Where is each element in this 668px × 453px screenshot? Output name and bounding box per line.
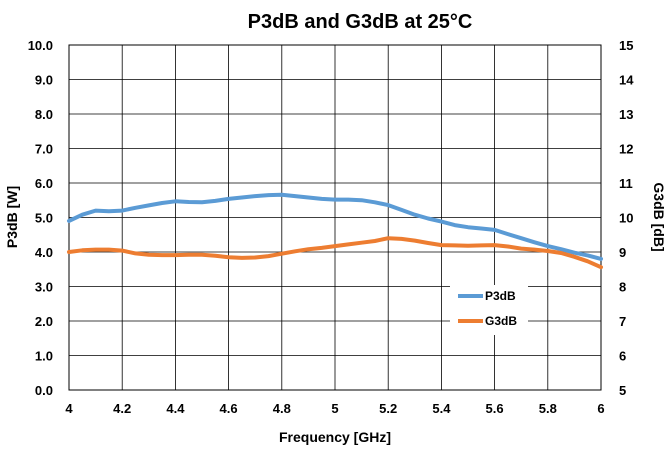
x-tick-label: 4.6 <box>220 401 238 416</box>
x-tick-label: 4.2 <box>113 401 131 416</box>
y-left-tick-label: 9.0 <box>35 73 53 88</box>
y-left-axis-ticks: 0.0 1.0 2.0 3.0 4.0 5.0 6.0 7.0 8.0 9.0 10.0 <box>28 38 53 398</box>
x-tick-label: 5.2 <box>379 401 397 416</box>
y-left-tick-label: 0.0 <box>35 383 53 398</box>
x-tick-label: 5 <box>331 401 338 416</box>
x-axis-ticks: 4 4.2 4.4 4.6 4.8 5 5.2 5.4 5.6 5.8 6 <box>65 401 604 416</box>
y-right-tick-label: 6 <box>619 349 626 364</box>
y-right-tick-label: 14 <box>619 73 634 88</box>
y-left-tick-label: 10.0 <box>28 38 53 53</box>
x-tick-label: 4 <box>65 401 73 416</box>
x-tick-label: 5.8 <box>539 401 557 416</box>
y-left-tick-label: 3.0 <box>35 280 53 295</box>
legend-label-p3db: P3dB <box>485 289 516 303</box>
x-tick-label: 5.6 <box>486 401 504 416</box>
y-left-tick-label: 6.0 <box>35 176 53 191</box>
y-left-tick-label: 2.0 <box>35 314 53 329</box>
x-tick-label: 6 <box>597 401 604 416</box>
y-right-tick-label: 15 <box>619 38 633 53</box>
y-right-tick-label: 12 <box>619 142 633 157</box>
chart-title: P3dB and G3dB at 25°C <box>248 11 473 33</box>
y-right-tick-label: 7 <box>619 314 626 329</box>
grid <box>68 44 602 391</box>
y-left-tick-label: 7.0 <box>35 142 53 157</box>
y-right-tick-label: 11 <box>619 176 633 191</box>
x-axis-label: Frequency [GHz] <box>279 429 391 445</box>
y-right-tick-label: 10 <box>619 211 633 226</box>
y-left-tick-label: 1.0 <box>35 349 53 364</box>
legend: P3dB G3dB <box>450 285 528 335</box>
y-left-tick-label: 8.0 <box>35 107 53 122</box>
legend-label-g3db: G3dB <box>485 314 517 328</box>
legend-box <box>450 285 528 335</box>
y-right-tick-label: 8 <box>619 280 626 295</box>
x-tick-label: 4.8 <box>273 401 291 416</box>
y-left-tick-label: 4.0 <box>35 245 53 260</box>
y-right-tick-label: 9 <box>619 245 626 260</box>
plot-area <box>68 44 602 391</box>
y-left-axis-label: P3dB [W] <box>4 186 20 248</box>
series-lines <box>67 192 603 270</box>
x-tick-label: 5.4 <box>432 401 451 416</box>
series-line-p3db <box>67 192 603 261</box>
series-line-g3db <box>67 236 603 270</box>
y-left-tick-label: 5.0 <box>35 211 53 226</box>
y-right-axis-ticks: 5 6 7 8 9 10 11 12 13 14 15 <box>619 38 634 398</box>
x-tick-label: 4.4 <box>166 401 185 416</box>
y-right-tick-label: 5 <box>619 383 626 398</box>
y-right-tick-label: 13 <box>619 107 633 122</box>
y-right-axis-label: G3dB [dB] <box>651 182 667 251</box>
